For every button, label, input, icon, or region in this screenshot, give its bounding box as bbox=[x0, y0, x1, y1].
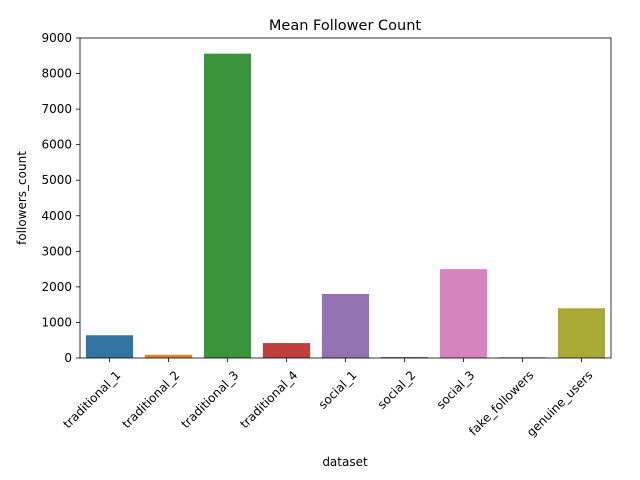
x-tick-label: social_1 bbox=[316, 368, 360, 412]
bar-social_2 bbox=[380, 357, 429, 358]
x-tick-label: traditional_4 bbox=[237, 368, 300, 431]
y-tick-label: 8000 bbox=[41, 67, 72, 81]
bar-traditional_2 bbox=[144, 354, 193, 358]
plot-frame bbox=[79, 37, 612, 359]
bar-genuine_users bbox=[557, 308, 606, 358]
x-tick-label: traditional_1 bbox=[60, 368, 123, 431]
y-tick-label: 5000 bbox=[41, 173, 72, 187]
bars-group bbox=[85, 53, 606, 359]
chart-title: Mean Follower Count bbox=[269, 18, 421, 34]
y-tick-label: 6000 bbox=[41, 138, 72, 152]
y-tick-label: 9000 bbox=[41, 31, 72, 45]
y-tick-label: 3000 bbox=[41, 244, 72, 258]
bar-traditional_4 bbox=[262, 343, 311, 358]
bar-traditional_3 bbox=[203, 53, 252, 359]
bar-traditional_1 bbox=[85, 335, 134, 358]
y-axis-label: followers_count bbox=[15, 151, 29, 245]
y-tick-label: 1000 bbox=[41, 315, 72, 329]
x-tick-label: social_2 bbox=[375, 368, 419, 412]
y-tick-label: 2000 bbox=[41, 280, 72, 294]
x-tick-label: traditional_2 bbox=[119, 368, 182, 431]
y-tick-label: 7000 bbox=[41, 102, 72, 116]
y-axis-ticks: 0 1000 2000 3000 4000 5000 6000 7000 8000 9000 bbox=[41, 31, 80, 365]
x-tick-label: social_3 bbox=[434, 368, 478, 412]
y-tick-label: 4000 bbox=[41, 209, 72, 223]
x-axis-label: dataset bbox=[322, 455, 368, 469]
x-axis-ticks: traditional_1traditional_2traditional_3t… bbox=[60, 358, 595, 439]
bar-social_3 bbox=[439, 269, 488, 358]
bar-social_1 bbox=[321, 294, 370, 358]
y-tick-label: 0 bbox=[64, 351, 72, 365]
x-tick-label: traditional_3 bbox=[178, 368, 241, 431]
